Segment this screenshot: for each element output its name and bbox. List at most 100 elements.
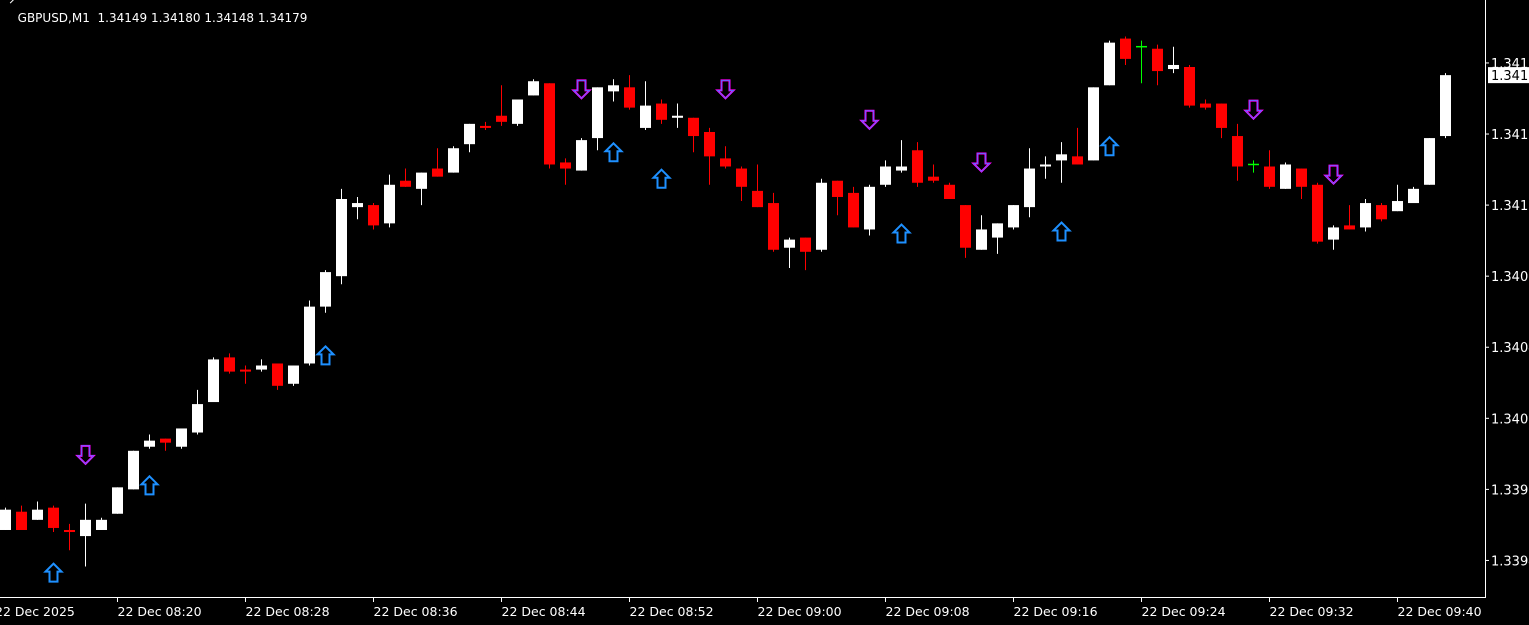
time-tick-label: 22 Dec 08:52	[630, 604, 714, 619]
candle	[80, 503, 91, 567]
time-axis[interactable]: 22 Dec 2025 22 Dec 08:20 22 Dec 08:28 22 De…	[0, 597, 1482, 619]
candle	[1040, 156, 1051, 179]
candle-body	[32, 509, 43, 520]
candle-body	[1184, 67, 1195, 106]
candle	[240, 365, 251, 384]
candle	[96, 517, 107, 530]
candle-body	[848, 192, 859, 228]
candle	[384, 174, 395, 228]
candle-body	[720, 158, 731, 167]
candle	[1280, 162, 1291, 189]
candle	[1056, 142, 1067, 183]
candle	[256, 359, 267, 372]
candle	[560, 158, 571, 185]
candle	[544, 83, 555, 169]
candle-body	[1104, 42, 1115, 86]
candle	[1440, 73, 1451, 139]
candle	[592, 87, 603, 151]
candle	[1200, 99, 1211, 110]
candle-body	[1056, 154, 1067, 161]
candle-body	[736, 168, 747, 187]
candle-body	[1232, 136, 1243, 167]
candle-body	[768, 203, 779, 250]
arrow-down-inner	[76, 445, 95, 465]
candle-body	[1376, 205, 1387, 220]
arrow-down-icon	[859, 109, 880, 131]
candle	[1232, 123, 1243, 181]
arrow-down-icon	[715, 79, 736, 100]
candle	[784, 237, 795, 269]
candle	[432, 148, 443, 177]
candle-body	[528, 81, 539, 96]
candle	[896, 140, 907, 173]
candle-body	[784, 239, 795, 248]
candle	[1312, 182, 1323, 244]
candle	[928, 164, 939, 183]
candle	[224, 353, 235, 374]
candle	[528, 79, 539, 96]
candle-body	[416, 172, 427, 189]
candle-body	[160, 438, 171, 443]
candle	[1152, 44, 1163, 86]
candle-body	[1296, 168, 1307, 187]
candle-body	[1424, 138, 1435, 185]
candle	[208, 357, 219, 403]
candle	[672, 103, 683, 128]
arrow-down-icon	[971, 152, 992, 173]
price-tick-label: 1.34150	[1491, 128, 1529, 143]
candle	[1008, 205, 1019, 230]
candle	[272, 363, 283, 390]
candle	[944, 182, 955, 199]
candle	[1072, 127, 1083, 165]
candle-body	[1024, 168, 1035, 208]
candle	[1120, 36, 1131, 65]
candle-body	[944, 184, 955, 199]
candle	[192, 389, 203, 435]
candle	[704, 127, 715, 185]
candle	[1344, 205, 1355, 230]
time-tick-label: 22 Dec 08:20	[118, 604, 202, 619]
candle	[880, 160, 891, 187]
candle-body	[1072, 156, 1083, 165]
candle	[1088, 87, 1099, 161]
candle-body	[80, 519, 91, 537]
candle	[752, 164, 763, 208]
price-tick-label: 1.33940	[1491, 554, 1529, 569]
candle-body	[1152, 48, 1163, 72]
chart-header: GBPUSD,M1 1.34149 1.34180 1.34148 1.3417…	[5, 0, 307, 25]
time-tick-label: 22 Dec 09:16	[1014, 604, 1098, 619]
arrow-down-icon	[1323, 164, 1344, 186]
current-price-box	[1488, 67, 1529, 84]
candle	[144, 434, 155, 449]
candle-body	[928, 176, 939, 181]
time-tick-label: 22 Dec 08:44	[502, 604, 586, 619]
arrow-down-icon	[1243, 99, 1264, 121]
candle-body	[208, 359, 219, 403]
candle	[1328, 225, 1339, 250]
candle	[1024, 148, 1035, 218]
arrow-down-inner	[1324, 165, 1343, 185]
candle	[336, 188, 347, 285]
candle-body	[576, 140, 587, 171]
candle	[1296, 168, 1307, 199]
arrow-up-icon	[1099, 135, 1120, 157]
candle	[320, 270, 331, 313]
candle	[352, 196, 363, 220]
candle-body	[624, 87, 635, 108]
candle	[464, 123, 475, 153]
arrow-up-icon	[891, 223, 912, 244]
arrow-up-icon	[603, 141, 624, 163]
candle	[1168, 46, 1179, 74]
price-axis[interactable]: 1.341851.341501.341151.340801.340451.340…	[1485, 57, 1529, 570]
candle	[992, 223, 1003, 254]
candle-body	[1264, 166, 1275, 187]
candle	[496, 85, 507, 126]
candle-body	[96, 519, 107, 530]
candle	[688, 117, 699, 153]
candle-body	[1312, 184, 1323, 242]
candle-body	[192, 404, 203, 433]
candle-body	[560, 162, 571, 169]
arrow-down-inner	[716, 80, 735, 99]
arrow-down-inner	[1244, 100, 1263, 120]
